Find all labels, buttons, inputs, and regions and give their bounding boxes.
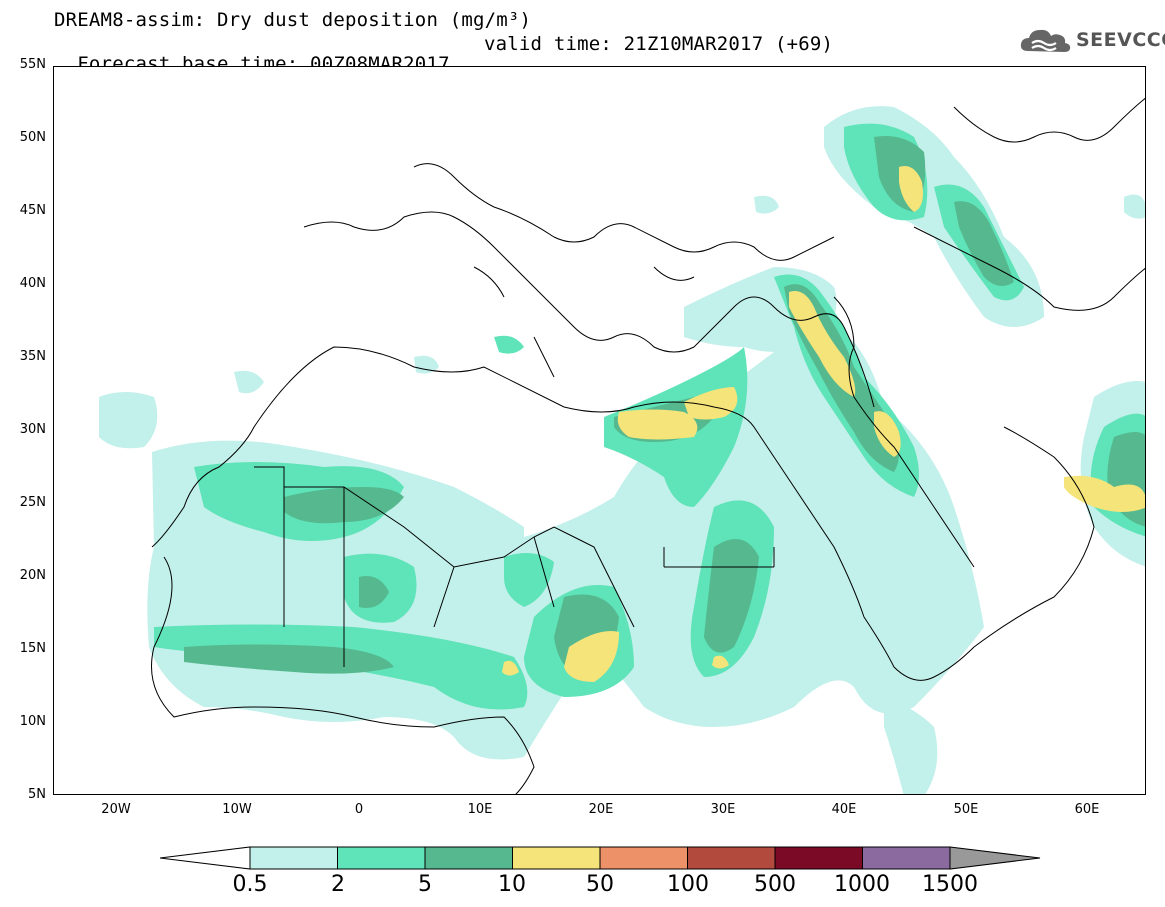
lon-label: 50E — [953, 802, 979, 817]
colorbar-label: 10 — [498, 872, 526, 897]
deposition-fields — [99, 106, 1145, 794]
lat-label: 45N — [19, 203, 46, 218]
colorbar-segment — [774, 846, 863, 870]
colorbar-label: 500 — [754, 872, 796, 897]
colorbar-label: 1500 — [922, 872, 978, 897]
colorbar-label: 50 — [586, 872, 614, 897]
lat-label: 5N — [28, 787, 46, 802]
map-svg — [99, 97, 1145, 794]
lat-label: 15N — [19, 641, 46, 656]
map-title: DREAM8-assim: Dry dust deposition (mg/m³… — [54, 9, 532, 31]
colorbar-under-triangle — [160, 846, 251, 870]
dust-deposition-map — [53, 66, 1146, 795]
colorbar-label: 1000 — [834, 872, 890, 897]
coastlines-and-borders — [151, 97, 1145, 794]
cloud-logo-icon — [1020, 29, 1071, 52]
lon-label: 40E — [831, 802, 857, 817]
lon-label: 10W — [222, 802, 252, 817]
colorbar-segment — [249, 846, 338, 870]
lon-label: 10E — [467, 802, 493, 817]
seevccc-logo: SEEVCCC — [1018, 25, 1165, 55]
logo-text: SEEVCCC — [1076, 29, 1165, 51]
lat-label: 10N — [19, 714, 46, 729]
lon-label: 30E — [710, 802, 736, 817]
lat-label: 25N — [19, 495, 46, 510]
colorbar-segment — [512, 846, 601, 870]
lat-label: 20N — [19, 568, 46, 583]
colorbar-segment — [687, 846, 776, 870]
colorbar-label: 100 — [667, 872, 709, 897]
colorbar-segment — [599, 846, 688, 870]
lat-label: 55N — [19, 57, 46, 72]
lon-label: 0 — [354, 802, 364, 817]
colorbar — [160, 846, 1041, 870]
lat-label: 40N — [19, 276, 46, 291]
colorbar-over-triangle — [949, 846, 1041, 870]
colorbar-segment — [424, 846, 513, 870]
lon-label: 20W — [101, 802, 131, 817]
lat-label: 30N — [19, 422, 46, 437]
colorbar-segment — [337, 846, 426, 870]
lat-label: 35N — [19, 349, 46, 364]
colorbar-label: 5 — [418, 872, 432, 897]
lon-label: 60E — [1074, 802, 1100, 817]
colorbar-segments — [160, 846, 1041, 870]
lon-label: 20E — [588, 802, 614, 817]
valid-time: valid time: 21Z10MAR2017 (+69) — [484, 33, 834, 55]
colorbar-segment — [862, 846, 951, 870]
colorbar-label: 2 — [331, 872, 345, 897]
lat-label: 50N — [19, 130, 46, 145]
colorbar-label: 0.5 — [232, 872, 268, 897]
